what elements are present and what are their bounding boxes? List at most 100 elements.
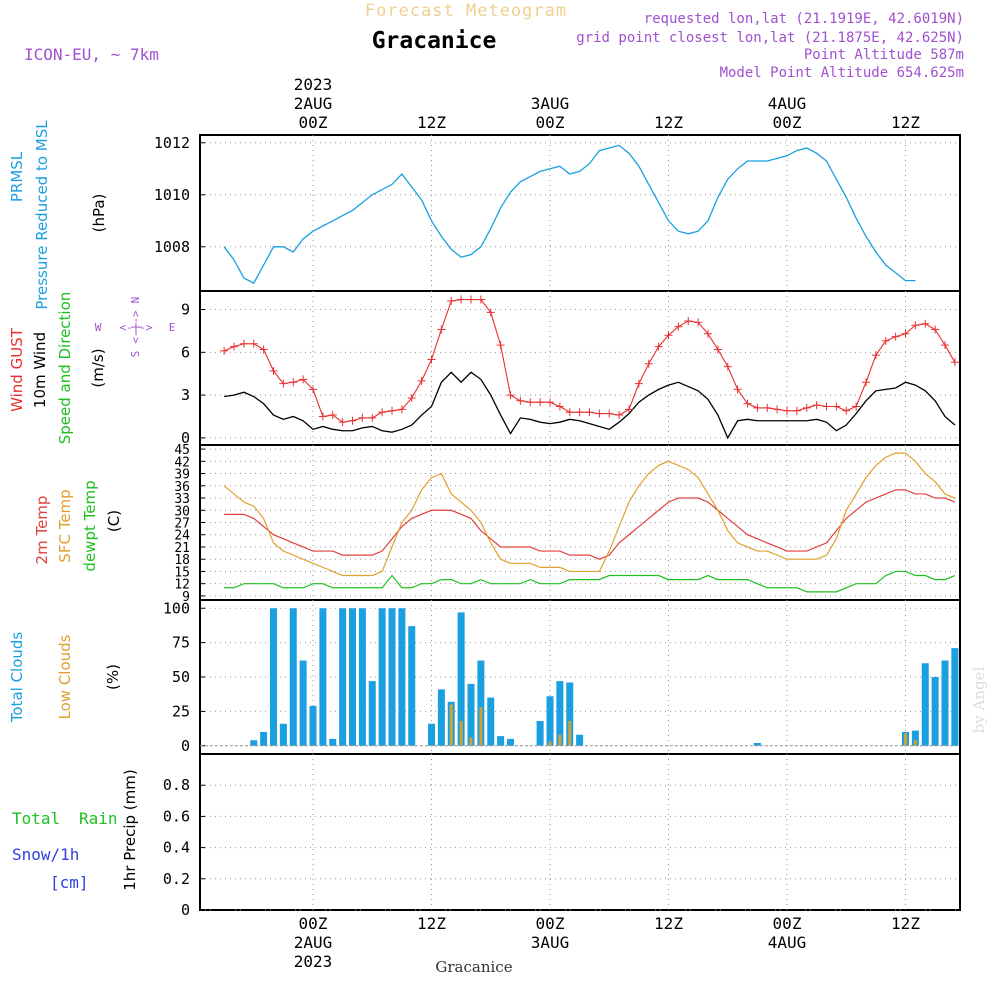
wind-gust-marker xyxy=(239,339,248,348)
wind-gust-marker xyxy=(506,391,515,400)
precip-cm-label: [cm] xyxy=(50,873,89,892)
panel-frame xyxy=(199,290,961,446)
compass-rose: N W E S <-|-> <-|-> xyxy=(95,297,176,358)
watermark: by Angel xyxy=(970,666,988,733)
total-cloud-bar xyxy=(437,689,445,746)
wind-gust-line xyxy=(223,299,956,423)
bottom-time-label: 00Z xyxy=(299,914,328,933)
temp-2m-line xyxy=(224,489,956,560)
wind-gust-marker xyxy=(802,403,811,412)
wind-gust-marker xyxy=(249,339,258,348)
temp-panel-labels: 2m Temp SFC Temp dewpt Temp (C) xyxy=(33,480,123,571)
panel-frame xyxy=(199,134,961,292)
wind-gust-marker xyxy=(941,341,949,350)
precip-rain-label: Rain xyxy=(79,809,118,828)
total-cloud-bar xyxy=(368,681,376,746)
top-time-label: 12Z xyxy=(417,113,446,132)
model-label: ICON-EU, ~ 7km xyxy=(24,45,159,64)
top-time-label: 12Z xyxy=(891,113,920,132)
pressure-unit: (hPa) xyxy=(90,194,108,233)
y-tick-label: 42 xyxy=(174,455,190,470)
total-cloud-bar xyxy=(398,608,406,746)
wind-gust-marker xyxy=(901,329,910,338)
temp-dewpt-label: dewpt Temp xyxy=(81,480,99,571)
y-tick-label: 1012 xyxy=(154,134,190,152)
wind-gust-marker xyxy=(842,406,851,415)
wind-gust-marker xyxy=(871,351,880,360)
wind-gust-marker xyxy=(269,366,278,375)
wind-gust-marker xyxy=(891,332,900,341)
wind-gust-marker xyxy=(605,409,614,418)
y-tick-label: 9 xyxy=(182,590,190,605)
y-tick-label: 100 xyxy=(163,599,190,617)
y-tick-label: 27 xyxy=(174,517,190,532)
total-cloud-bar xyxy=(566,682,574,746)
total-clouds-label: Total Clouds xyxy=(8,632,26,724)
wind-gust-marker xyxy=(832,402,841,411)
wind-gust-marker xyxy=(950,358,959,367)
total-cloud-bar xyxy=(309,705,317,746)
wind-gust-marker xyxy=(881,336,890,345)
wind-gust-marker xyxy=(733,385,742,394)
cloud-panel-labels: Total Clouds Low Clouds (%) xyxy=(8,632,122,724)
top-time-label: 12Z xyxy=(654,113,683,132)
wind-gust-marker xyxy=(674,322,683,331)
temp-dewpt-line xyxy=(224,570,956,593)
y-tick-label: 3 xyxy=(181,386,190,404)
wind-panel-labels: Wind GUST 10m Wind Speed and Direction (… xyxy=(8,292,175,445)
wind-10m-label: 10m Wind xyxy=(31,332,49,408)
bottom-time-label: 3AUG xyxy=(531,933,570,952)
wind-gust-marker xyxy=(388,406,396,415)
total-cloud-bar xyxy=(911,730,919,746)
low-cloud-bar xyxy=(469,737,473,746)
bottom-time-label: 12Z xyxy=(891,914,920,933)
total-cloud-bar xyxy=(487,697,495,746)
pressure-line xyxy=(223,144,916,285)
total-cloud-bar xyxy=(951,648,959,746)
compass-s: S xyxy=(129,351,142,358)
low-cloud-bar xyxy=(449,704,453,746)
chart-title: Forecast Meteogram xyxy=(365,1,567,21)
total-cloud-bar xyxy=(428,723,435,746)
total-cloud-bar xyxy=(250,740,258,746)
wind-gust-marker xyxy=(220,346,229,355)
total-cloud-bar xyxy=(408,626,416,746)
compass-arrows: <-|-> xyxy=(119,321,152,334)
y-tick-label: 1008 xyxy=(154,238,190,256)
wind-speed-line xyxy=(224,371,956,440)
wind-gust-marker xyxy=(694,318,703,327)
y-tick-label: 30 xyxy=(174,504,190,519)
wind-gust-marker xyxy=(397,405,406,414)
wind-gust-marker xyxy=(783,406,791,415)
wind-gust-marker xyxy=(931,325,940,334)
wind-gust-marker xyxy=(911,321,920,330)
total-cloud-bar xyxy=(289,608,297,746)
low-cloud-bar xyxy=(558,734,562,746)
wind-gust-marker xyxy=(348,416,357,425)
temp-2m-label: 2m Temp xyxy=(33,496,51,565)
total-cloud-bar xyxy=(546,696,554,746)
total-cloud-bar xyxy=(753,743,761,746)
total-cloud-bar xyxy=(921,663,929,746)
top-time-label: 00Z xyxy=(773,113,802,132)
total-cloud-bar xyxy=(388,608,396,746)
wind-gust-marker xyxy=(713,345,722,354)
wind-gust-marker xyxy=(615,411,624,420)
y-tick-label: 75 xyxy=(172,634,190,652)
total-cloud-bar xyxy=(378,608,386,746)
wind-gust-marker xyxy=(378,408,387,417)
wind-gust-marker xyxy=(358,413,367,422)
total-cloud-bar xyxy=(270,608,277,746)
y-tick-label: 12 xyxy=(174,578,190,593)
total-cloud-bar xyxy=(319,608,327,746)
top-time-label: 3AUG xyxy=(531,94,570,113)
header: Forecast Meteogram Gracanice ICON-EU, ~ … xyxy=(24,1,964,81)
wind-gust-marker xyxy=(417,376,426,385)
bottom-time-label: 00Z xyxy=(773,914,802,933)
compass-vertical: <-|-> xyxy=(129,310,142,343)
total-cloud-bar xyxy=(477,660,485,746)
y-tick-label: 24 xyxy=(174,529,190,544)
y-tick-label: 18 xyxy=(174,553,190,568)
total-cloud-bar xyxy=(358,608,366,746)
